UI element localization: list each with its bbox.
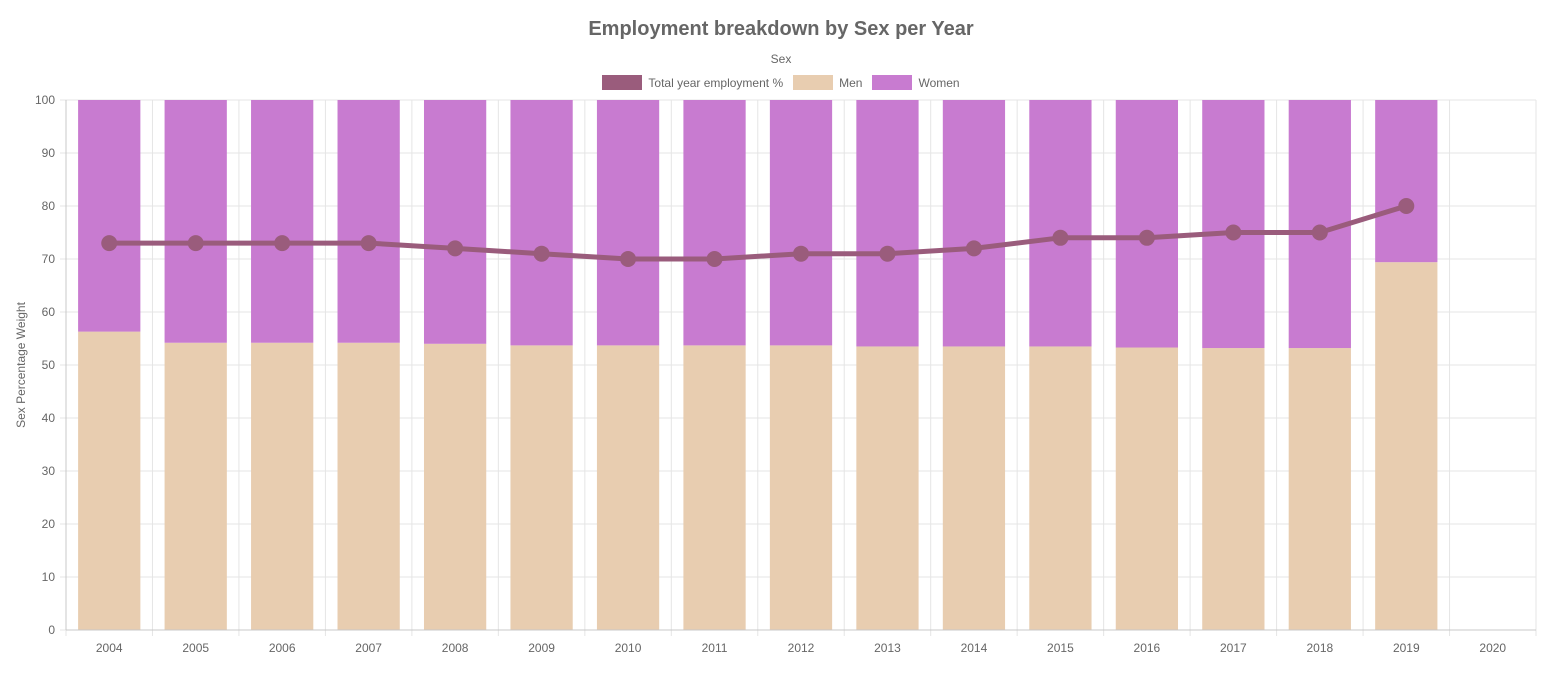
line-point <box>187 235 204 252</box>
line-point <box>360 235 377 252</box>
bar-women <box>337 100 400 343</box>
line-point <box>274 235 291 252</box>
x-tick-label: 2006 <box>269 641 296 655</box>
x-tick-label: 2018 <box>1306 641 1333 655</box>
bar-men <box>423 343 487 630</box>
line-point <box>1398 198 1415 214</box>
chart-title: Employment breakdown by Sex per Year <box>588 18 974 40</box>
bar-men <box>683 345 746 630</box>
y-tick-label: 50 <box>42 358 56 372</box>
x-tick-label: 2007 <box>355 641 382 655</box>
line-point <box>1225 224 1242 241</box>
line-point <box>1311 224 1328 241</box>
x-tick-label: 2010 <box>615 641 642 655</box>
line-point <box>706 251 723 267</box>
y-tick-label: 60 <box>42 305 56 319</box>
y-tick-label: 0 <box>48 623 55 637</box>
x-tick-label: 2014 <box>961 641 988 655</box>
y-tick-label: 80 <box>42 199 56 213</box>
line-point <box>1052 229 1069 246</box>
y-tick-label: 100 <box>35 93 55 107</box>
legend-item-total[interactable]: Total year employment % <box>602 75 783 90</box>
line-point <box>879 245 896 262</box>
y-tick-label: 70 <box>42 252 56 266</box>
line-point <box>447 240 464 257</box>
bar-men <box>1115 347 1179 630</box>
bar-women <box>1029 100 1092 347</box>
x-tick-label: 2019 <box>1393 641 1420 655</box>
bar-men <box>769 345 833 630</box>
y-tick-label: 40 <box>42 411 56 425</box>
bar-women <box>596 100 660 346</box>
legend-swatch-total <box>602 75 643 90</box>
legend-swatch-women <box>872 75 913 90</box>
bar-women <box>1115 100 1179 348</box>
bar-men <box>1029 346 1092 630</box>
bar-women <box>1375 100 1438 263</box>
line-point <box>793 245 809 262</box>
x-tick-label: 2020 <box>1479 641 1506 655</box>
bar-women <box>942 100 1006 347</box>
bar-men <box>337 342 400 630</box>
legend-item-women[interactable]: Women <box>872 75 960 90</box>
y-axis-label: Sex Percentage Weight <box>14 301 28 428</box>
x-tick-label: 2011 <box>702 641 728 655</box>
bar-men <box>1375 262 1438 630</box>
axes: 0 10 20 30 40 50 60 70 80 90 100 2004 2005 2006 2007 20… <box>35 93 1536 655</box>
bar-men <box>856 346 919 630</box>
bar-men <box>78 331 141 630</box>
line-point <box>1138 229 1155 246</box>
x-tick-label: 2008 <box>442 641 469 655</box>
bar-women <box>683 100 746 346</box>
legend-item-men[interactable]: Men <box>793 75 862 90</box>
bar-women <box>423 100 487 344</box>
x-tick-label: 2013 <box>874 641 901 655</box>
line-point <box>101 235 118 252</box>
bar-men <box>1202 348 1265 630</box>
bar-men <box>596 345 660 630</box>
x-tick-label: 2015 <box>1047 641 1074 655</box>
x-tick-label: 2009 <box>528 641 555 655</box>
legend: Total year employment % Men Women <box>0 75 1562 90</box>
legend-label-total: Total year employment % <box>648 75 784 90</box>
bar-women <box>1202 100 1265 349</box>
legend-label-women: Women <box>918 75 960 90</box>
bar-men <box>164 342 227 630</box>
line-series <box>101 198 1415 267</box>
y-tick-label: 10 <box>42 570 56 584</box>
bar-women <box>78 100 141 332</box>
bar-women <box>251 100 314 343</box>
bar-men <box>1288 348 1351 630</box>
line-point <box>965 240 982 257</box>
x-tick-label: 2017 <box>1220 641 1247 655</box>
x-tick-label: 2004 <box>96 641 123 655</box>
bar-women <box>856 100 919 347</box>
bar-women <box>769 100 833 346</box>
bars <box>78 100 1438 630</box>
x-tick-label: 2012 <box>788 641 815 655</box>
line-total-year-employment <box>106 203 1409 262</box>
bar-men <box>510 345 573 630</box>
y-tick-label: 20 <box>42 517 56 531</box>
legend-label-men: Men <box>839 75 863 90</box>
x-tick-label: 2005 <box>182 641 209 655</box>
legend-title: Sex <box>770 52 792 66</box>
bar-women <box>510 100 573 346</box>
y-tick-label: 90 <box>42 146 56 160</box>
x-tick-label: 2016 <box>1134 641 1161 655</box>
bar-men <box>942 346 1006 630</box>
line-point <box>533 245 550 262</box>
bar-women <box>164 100 227 343</box>
bar-men <box>251 342 314 630</box>
y-tick-label: 30 <box>42 464 56 478</box>
legend-swatch-men <box>793 75 834 90</box>
line-point <box>620 251 637 267</box>
